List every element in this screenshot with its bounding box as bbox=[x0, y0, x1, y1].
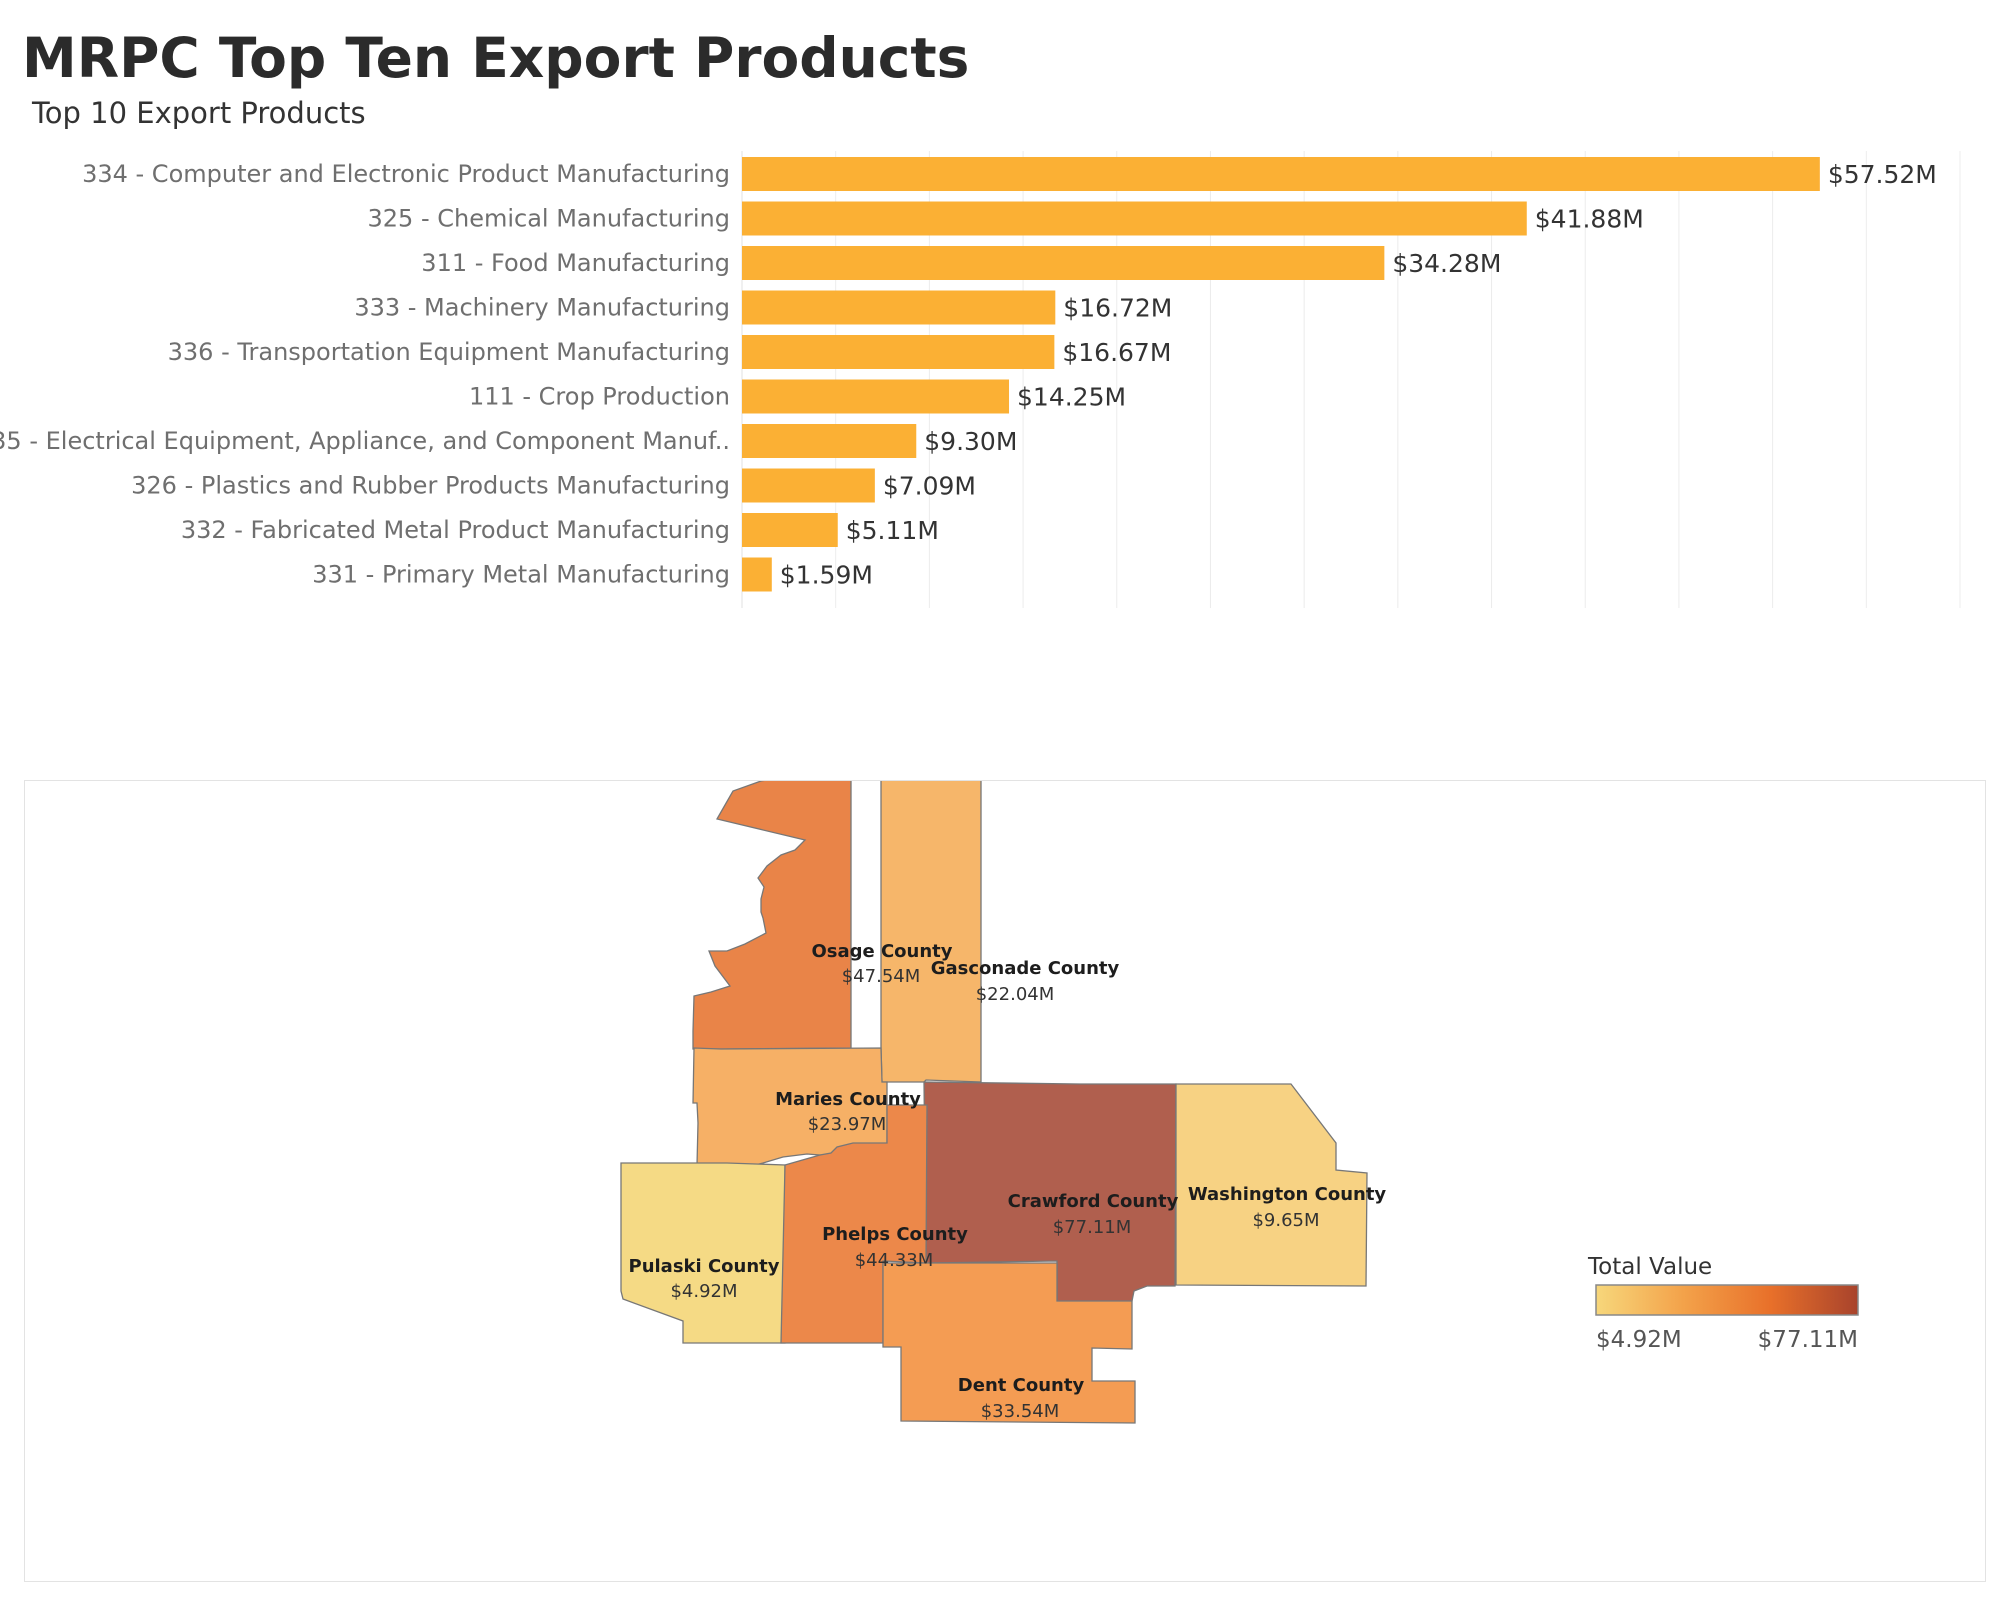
bar[interactable] bbox=[742, 290, 1056, 325]
county-value-label: $4.92M bbox=[670, 1281, 737, 1302]
county-dent[interactable] bbox=[882, 1262, 1136, 1424]
bar[interactable] bbox=[742, 335, 1055, 369]
map-panel: Osage County $47.54M Gasconade County $2… bbox=[24, 780, 1986, 1582]
legend-max-label: $77.11M bbox=[1758, 1327, 1858, 1353]
county-name-label: Osage County bbox=[811, 941, 952, 962]
county-name-label: Pulaski County bbox=[629, 1256, 780, 1277]
county-osage[interactable] bbox=[692, 781, 852, 1050]
data-label: $34.28M bbox=[1392, 249, 1501, 278]
county-value-label: $22.04M bbox=[976, 984, 1055, 1005]
county-value-label: $44.33M bbox=[855, 1250, 934, 1271]
data-label: $7.09M bbox=[883, 472, 976, 501]
bar[interactable] bbox=[742, 379, 1010, 414]
county-map: Osage County $47.54M Gasconade County $2… bbox=[620, 781, 1859, 1424]
county-washington[interactable] bbox=[1175, 1083, 1368, 1287]
county-labels: Osage County $47.54M Gasconade County $2… bbox=[629, 941, 1387, 1422]
legend-gradient-bar bbox=[1595, 1284, 1859, 1316]
page-title: MRPC Top Ten Export Products bbox=[22, 26, 970, 90]
county-maries[interactable] bbox=[692, 1047, 888, 1166]
data-label: $16.67M bbox=[1062, 338, 1171, 367]
county-crawford[interactable] bbox=[923, 1081, 1177, 1304]
bar[interactable] bbox=[742, 424, 917, 458]
category-label: 311 - Food Manufacturing bbox=[421, 249, 730, 277]
color-legend: Total Value $4.92M $77.11M bbox=[1587, 1254, 1859, 1353]
county-name-label: Dent County bbox=[958, 1375, 1085, 1396]
county-pulaski[interactable] bbox=[620, 1162, 786, 1344]
county-value-label: $47.54M bbox=[842, 966, 921, 987]
county-value-label: $33.54M bbox=[981, 1401, 1060, 1422]
bar-chart: 334 - Computer and Electronic Product Ma… bbox=[0, 151, 1961, 608]
category-label: 333 - Machinery Manufacturing bbox=[354, 294, 730, 322]
county-name-label: Crawford County bbox=[1008, 1191, 1179, 1212]
data-label: $9.30M bbox=[924, 427, 1017, 456]
category-label: 332 - Fabricated Metal Product Manufactu… bbox=[181, 516, 730, 544]
county-name-label: Washington County bbox=[1188, 1184, 1387, 1205]
county-value-label: $23.97M bbox=[808, 1114, 887, 1135]
chart-subtitle: Top 10 Export Products bbox=[32, 96, 366, 130]
data-label: $1.59M bbox=[780, 561, 873, 590]
data-label: $5.11M bbox=[846, 516, 939, 545]
category-label: 334 - Computer and Electronic Product Ma… bbox=[82, 160, 730, 188]
county-value-label: $9.65M bbox=[1252, 1210, 1319, 1231]
county-value-label: $77.11M bbox=[1053, 1217, 1132, 1238]
bar[interactable] bbox=[742, 513, 838, 547]
data-label: $41.88M bbox=[1535, 205, 1644, 234]
data-label: $57.52M bbox=[1828, 160, 1937, 189]
data-label: $16.72M bbox=[1063, 294, 1172, 323]
category-label: 111 - Crop Production bbox=[469, 383, 730, 411]
county-name-label: Gasconade County bbox=[931, 958, 1120, 979]
county-shapes bbox=[620, 781, 1368, 1424]
category-label: 336 - Transportation Equipment Manufactu… bbox=[168, 338, 730, 366]
bar[interactable] bbox=[742, 246, 1385, 280]
county-name-label: Maries County bbox=[775, 1089, 921, 1110]
category-label: 335 - Electrical Equipment, Appliance, a… bbox=[0, 427, 730, 455]
bar[interactable] bbox=[742, 468, 875, 503]
bar[interactable] bbox=[742, 157, 1820, 191]
bar[interactable] bbox=[742, 557, 772, 592]
legend-min-label: $4.92M bbox=[1596, 1327, 1682, 1353]
category-label: 325 - Chemical Manufacturing bbox=[368, 205, 731, 233]
data-label: $14.25M bbox=[1017, 383, 1126, 412]
category-label: 331 - Primary Metal Manufacturing bbox=[312, 561, 730, 589]
county-name-label: Phelps County bbox=[822, 1224, 968, 1245]
legend-title: Total Value bbox=[1587, 1254, 1712, 1280]
bar[interactable] bbox=[742, 201, 1527, 236]
county-gasconade[interactable] bbox=[880, 781, 982, 1083]
category-label: 326 - Plastics and Rubber Products Manuf… bbox=[131, 472, 730, 500]
